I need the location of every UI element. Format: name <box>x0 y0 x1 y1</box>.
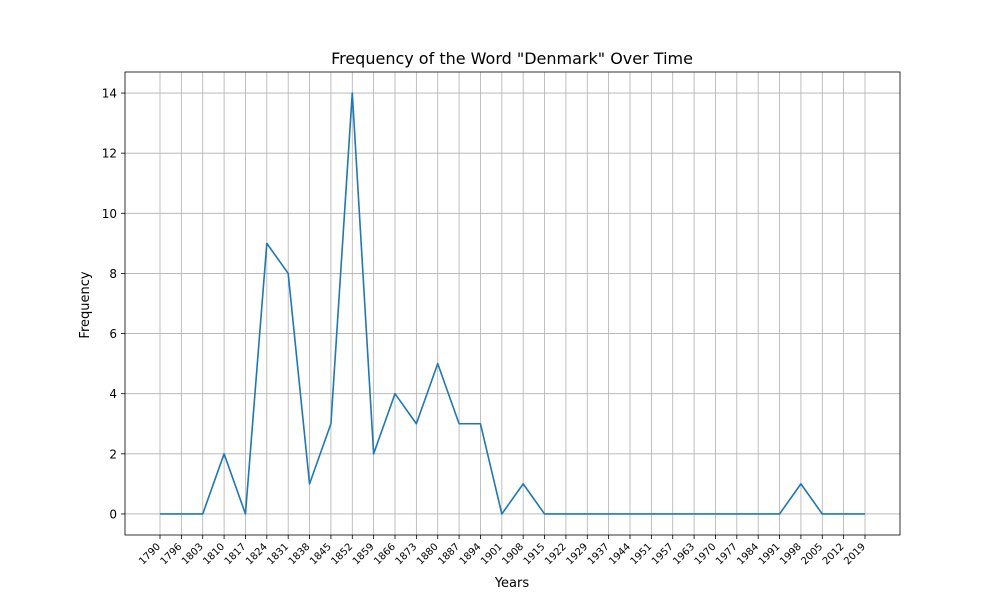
data-point <box>223 453 225 455</box>
data-point <box>372 453 374 455</box>
x-tick-label: 1810 <box>201 541 227 567</box>
data-point <box>864 513 866 515</box>
x-tick-label: 1944 <box>607 541 633 567</box>
data-point <box>565 513 567 515</box>
y-tick-label: 2 <box>109 447 117 461</box>
data-point <box>757 513 759 515</box>
x-tick-label: 1957 <box>650 541 676 567</box>
x-tick-label: 1866 <box>372 541 398 567</box>
data-point <box>650 513 652 515</box>
chart-title: Frequency of the Word "Denmark" Over Tim… <box>331 49 693 68</box>
x-tick-label: 1991 <box>757 541 783 567</box>
x-tick-label: 1984 <box>735 541 761 567</box>
x-tick-label: 1937 <box>586 541 612 567</box>
data-point <box>778 513 780 515</box>
x-tick-label: 1831 <box>265 541 291 567</box>
data-point <box>586 513 588 515</box>
x-tick-label: 1887 <box>436 541 462 567</box>
x-tick-label: 2012 <box>821 541 847 567</box>
data-point <box>394 392 396 394</box>
data-point <box>714 513 716 515</box>
x-tick-label: 1998 <box>778 541 804 567</box>
x-tick-label: 1922 <box>543 541 569 567</box>
data-point <box>629 513 631 515</box>
data-point <box>244 513 246 515</box>
data-point <box>607 513 609 515</box>
series-layer <box>159 92 866 515</box>
data-point <box>202 513 204 515</box>
data-point <box>543 513 545 515</box>
data-point <box>266 242 268 244</box>
y-tick-label: 10 <box>102 207 117 221</box>
data-point <box>800 483 802 485</box>
x-axis-label: Years <box>494 576 530 591</box>
axis-ticks: 1790179618031810181718241831183818451852… <box>102 87 868 568</box>
x-tick-label: 1859 <box>351 541 377 567</box>
series-line <box>160 92 865 515</box>
data-point <box>415 423 417 425</box>
y-axis-label: Frequency <box>78 271 93 338</box>
x-tick-label: 1880 <box>415 541 441 567</box>
y-tick-label: 12 <box>102 147 117 161</box>
x-tick-label: 1873 <box>394 541 420 567</box>
x-tick-label: 1845 <box>308 541 334 567</box>
x-tick-label: 2005 <box>799 541 825 567</box>
x-tick-label: 1817 <box>223 541 249 567</box>
data-point <box>308 483 310 485</box>
data-point <box>351 92 353 94</box>
y-tick-label: 6 <box>109 327 117 341</box>
x-tick-label: 1963 <box>671 541 697 567</box>
x-tick-label: 1970 <box>693 541 719 567</box>
x-tick-label: 1915 <box>522 541 548 567</box>
data-point <box>287 272 289 274</box>
x-tick-label: 1796 <box>159 541 185 567</box>
x-tick-label: 1908 <box>500 541 526 567</box>
data-point <box>437 362 439 364</box>
data-point <box>821 513 823 515</box>
x-tick-label: 1929 <box>564 541 590 567</box>
x-tick-label: 1901 <box>479 541 505 567</box>
data-point <box>501 513 503 515</box>
data-point <box>522 483 524 485</box>
data-point <box>479 423 481 425</box>
data-point <box>159 513 161 515</box>
data-point <box>842 513 844 515</box>
x-tick-label: 1951 <box>629 541 655 567</box>
x-tick-label: 1852 <box>329 541 355 567</box>
data-point <box>672 513 674 515</box>
x-tick-label: 1977 <box>714 541 740 567</box>
x-tick-label: 1824 <box>244 541 270 567</box>
data-point <box>180 513 182 515</box>
x-tick-label: 2019 <box>842 541 868 567</box>
x-tick-label: 1894 <box>458 541 484 567</box>
plot-area-frame <box>124 71 901 536</box>
data-point <box>693 513 695 515</box>
y-tick-label: 8 <box>109 267 117 281</box>
grid-lines <box>125 72 900 535</box>
x-tick-label: 1838 <box>287 541 313 567</box>
x-tick-label: 1803 <box>180 541 206 567</box>
x-tick-label: 1790 <box>137 541 163 567</box>
data-point <box>458 423 460 425</box>
y-tick-label: 4 <box>109 387 117 401</box>
y-tick-label: 0 <box>109 507 117 521</box>
data-point <box>330 423 332 425</box>
data-point <box>736 513 738 515</box>
y-tick-label: 14 <box>102 87 117 101</box>
